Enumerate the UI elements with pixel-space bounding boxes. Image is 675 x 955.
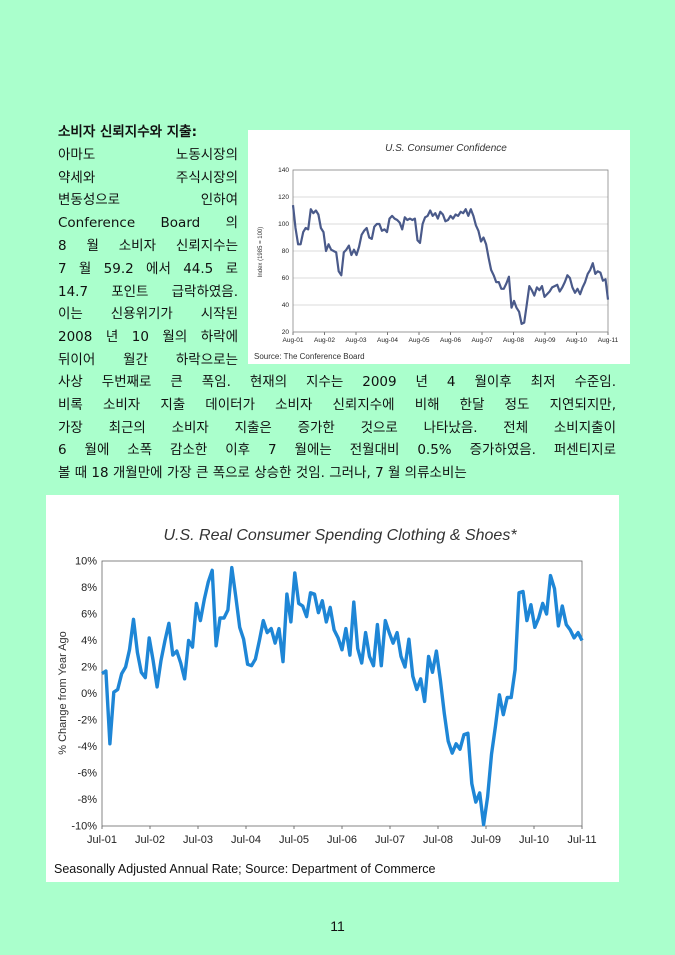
y-tick-label: 20 — [282, 329, 290, 336]
body-line: 비록 소비자 지출 데이터가 소비자 신뢰지수에 비해 한달 정도 지연되지만, — [58, 396, 616, 413]
y-tick-label: -2% — [77, 715, 97, 727]
series-line — [101, 565, 584, 827]
x-tick-label: Aug-09 — [535, 337, 556, 344]
full-width-text: 사상 두번째로 큰 폭임. 현재의 지수는 2009 년 4 월이후 최저 수준… — [58, 371, 616, 485]
y-tick-label: -10% — [71, 821, 97, 833]
body-line: 8 월 소비자 신뢰지수는 — [58, 237, 238, 254]
x-tick-label: Aug-04 — [377, 337, 398, 344]
y-tick-label: -8% — [77, 794, 97, 806]
left-column-text: 소비자 신뢰지수와 지출: 아마도 노동시장의 약세와 주식시장의 변동성으로 … — [58, 121, 238, 372]
x-tick-label: Jul-09 — [471, 834, 501, 846]
y-tick-label: 8% — [81, 582, 97, 594]
x-tick-label: Jul-10 — [519, 834, 549, 846]
y-tick-label: 0% — [81, 688, 97, 700]
x-tick-label: Aug-07 — [472, 337, 493, 344]
x-tick-label: Aug-05 — [409, 337, 430, 344]
x-tick-label: Jul-07 — [375, 834, 405, 846]
x-tick-label: Jul-05 — [279, 834, 309, 846]
y-tick-label: 140 — [278, 167, 289, 174]
plot-frame — [292, 169, 609, 333]
body-line: Conference Board 의 — [58, 215, 238, 232]
y-tick-label: 100 — [278, 221, 289, 228]
y-tick-label: -6% — [77, 768, 97, 780]
body-line: 아마도 노동시장의 — [58, 146, 238, 163]
y-tick-label: 4% — [81, 635, 97, 647]
x-tick-label: Jul-03 — [183, 834, 213, 846]
clothing-spending-chart: U.S. Real Consumer Spending Clothing & S… — [46, 495, 619, 882]
plot-area — [291, 169, 610, 333]
section-heading: 소비자 신뢰지수와 지출: — [58, 124, 197, 140]
body-line: 6 월에 소폭 감소한 이후 7 월에는 전월대비 0.5% 증가하였음. 퍼센… — [58, 442, 616, 459]
x-tick-label: Jul-04 — [231, 834, 261, 846]
y-tick-label: 6% — [81, 609, 97, 621]
page-number: 11 — [330, 918, 345, 934]
x-tick-label: Aug-02 — [314, 337, 335, 344]
chart-title: U.S. Consumer Confidence — [385, 143, 507, 154]
series-line — [291, 204, 610, 325]
x-tick-label: Jul-08 — [423, 834, 453, 846]
x-tick-label: Jul-06 — [327, 834, 357, 846]
x-tick-label: Aug-10 — [566, 337, 587, 344]
y-tick-label: -4% — [77, 741, 97, 753]
body-line: 뒤이어 월간 하락으로는 — [58, 351, 238, 368]
x-tick-label: Jul-02 — [135, 834, 165, 846]
body-line: 14.7 포인트 급락하였음. — [58, 283, 238, 300]
body-line: 가장 최근의 소비자 지출은 증가한 것으로 나타났음. 전체 소비지출이 — [58, 419, 616, 436]
x-tick-label: Aug-03 — [346, 337, 367, 344]
plot-frame — [101, 560, 583, 827]
y-ticks: -10% -8% -6% -4% -2% 0% 2% 4% 6% 8% 10% — [71, 556, 97, 833]
body-line: 7 월 59.2 에서 44.5 로 — [58, 260, 238, 277]
body-line: 변동성으로 인하여 — [58, 192, 238, 209]
chart-source: Source: The Conference Board — [254, 352, 365, 361]
plot-area — [101, 560, 584, 827]
consumer-confidence-svg: U.S. Consumer Confidence Index (1985 = 1… — [254, 143, 619, 361]
y-tick-label: 120 — [278, 194, 289, 201]
y-ticks: 20 40 60 80 100 120 140 — [278, 167, 289, 336]
y-axis-label: % Change from Year Ago — [57, 631, 69, 755]
y-tick-label: 10% — [75, 556, 97, 568]
body-line: 볼 때 18 개월만에 가장 큰 폭으로 상승한 것임. 그러나, 7 월 의류… — [58, 465, 467, 482]
x-ticks: Jul-01 Jul-02 Jul-03 Jul-04 Jul-05 Jul-06 Jul-… — [87, 826, 597, 846]
y-axis-label: Index (1985 = 100) — [258, 227, 264, 278]
y-tick-label: 80 — [282, 248, 290, 255]
chart-source: Seasonally Adjusted Annual Rate; Source:… — [54, 862, 436, 876]
body-line: 2008 년 10 월의 하락에 — [58, 329, 238, 346]
body-line: 이는 신용위기가 시작된 — [58, 306, 238, 323]
x-tick-label: Jul-01 — [87, 834, 117, 846]
consumer-confidence-chart: U.S. Consumer Confidence Index (1985 = 1… — [248, 130, 630, 364]
x-ticks: Aug-01 Aug-02 Aug-03 Aug-04 Aug-05 Aug-06 Aug-… — [283, 332, 619, 344]
y-tick-label: 40 — [282, 302, 290, 309]
chart-title: U.S. Real Consumer Spending Clothing & S… — [163, 527, 517, 544]
x-tick-label: Aug-01 — [283, 337, 304, 344]
clothing-spending-svg: U.S. Real Consumer Spending Clothing & S… — [54, 527, 597, 876]
body-line: 약세와 주식시장의 — [58, 169, 238, 186]
x-tick-label: Aug-08 — [503, 337, 524, 344]
y-tick-label: 2% — [81, 662, 97, 674]
grid — [293, 169, 608, 333]
x-tick-label: Jul-11 — [567, 834, 596, 846]
x-tick-label: Aug-11 — [598, 337, 619, 344]
body-line: 사상 두번째로 큰 폭임. 현재의 지수는 2009 년 4 월이후 최저 수준… — [58, 374, 616, 390]
x-tick-label: Aug-06 — [440, 337, 461, 344]
y-tick-label: 60 — [282, 275, 290, 282]
